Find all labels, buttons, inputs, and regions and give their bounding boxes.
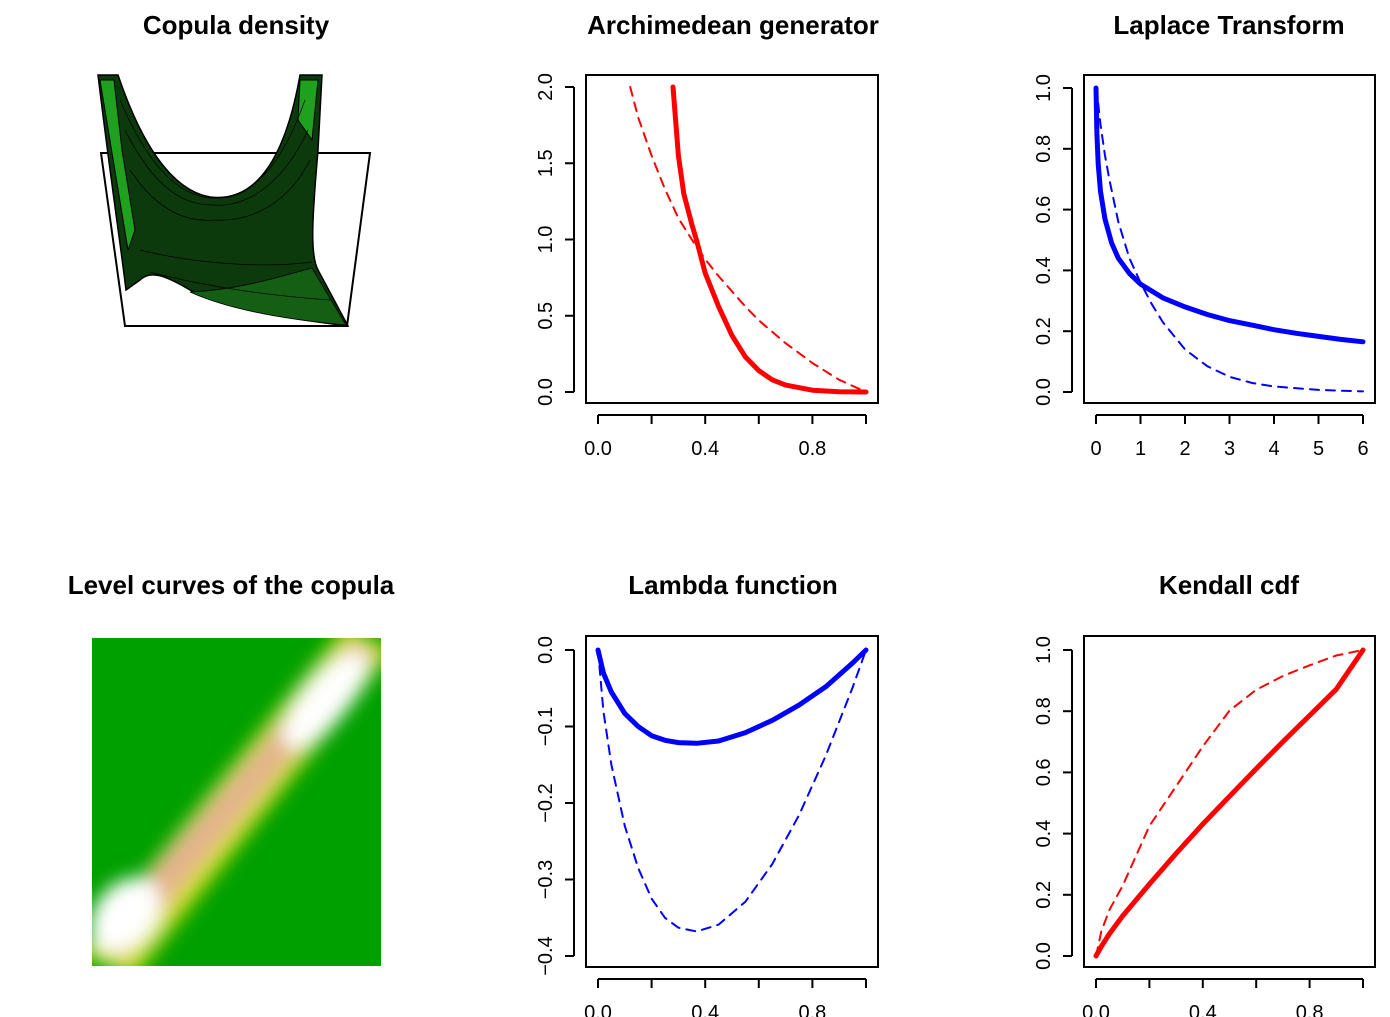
laplace-x-tick-label: 2 — [1179, 438, 1190, 460]
lambda-y-tick-label: −0.1 — [535, 707, 557, 746]
laplace-plot-frame — [1083, 74, 1376, 404]
kendall-x-tick-label: 0.4 — [1189, 1002, 1217, 1017]
surface-grid-lines — [119, 99, 331, 301]
generator-y-tick-label: 0.5 — [535, 302, 557, 330]
lambda-title: Lambda function — [628, 570, 837, 600]
copula-density-surface — [97, 74, 372, 327]
kendall-x-tick-label: 0.8 — [1296, 1002, 1324, 1017]
lambda-x-tick-label: 0.8 — [798, 1002, 826, 1017]
heatmap-peak-lower — [92, 877, 161, 953]
laplace-x-tick-label: 4 — [1268, 438, 1279, 460]
kendall-x-tick-label: 0.0 — [1082, 1002, 1110, 1017]
laplace-x-tick-label: 5 — [1313, 438, 1324, 460]
laplace-x-tick-label: 6 — [1357, 438, 1368, 460]
kendall-plot: Kendall cdf 0.0 0.4 0.8 0.0 0.2 0.4 0.6 0.8 1.0 — [1033, 570, 1376, 1017]
generator-y-tick-label: 2.0 — [535, 73, 557, 101]
laplace-y-tick-label: 0.6 — [1033, 196, 1055, 224]
generator-y-tick-label: 1.5 — [535, 149, 557, 177]
laplace-x-tick-label: 0 — [1090, 438, 1101, 460]
laplace-series-solid-line — [1093, 85, 1366, 345]
kendall-y-tick-label: 0.4 — [1033, 820, 1055, 848]
level-curves-title: Level curves of the copula — [68, 570, 395, 600]
heatmap-peak-upper — [282, 651, 368, 749]
lambda-series-dashed-line — [597, 649, 867, 933]
surface-lit-face-left — [99, 79, 136, 251]
lambda-y-tick-label: −0.2 — [535, 783, 557, 822]
copula-density-title: Copula density — [143, 10, 330, 40]
laplace-series-dashed-line — [1097, 102, 1364, 393]
lambda-x-tick-label: 0.4 — [691, 1002, 719, 1017]
kendall-y-tick-label: 0.6 — [1033, 758, 1055, 786]
kendall-y-tick-label: 1.0 — [1033, 636, 1055, 664]
lambda-plot: Lambda function 0.0 0.4 0.8 −0.4 −0.3 −0.2 −0.1… — [535, 570, 879, 1017]
kendall-y-tick-label: 0.8 — [1033, 697, 1055, 725]
level-curves-heatmap — [92, 638, 381, 966]
generator-x-tick-label: 0.0 — [584, 438, 612, 460]
kendall-title: Kendall cdf — [1159, 570, 1299, 600]
generator-y-tick-label: 1.0 — [535, 226, 557, 254]
kendall-series-solid-line — [1093, 647, 1366, 959]
lambda-y-tick-label: 0.0 — [535, 636, 557, 664]
lambda-y-tick-label: −0.3 — [535, 860, 557, 899]
laplace-y-tick-label: 0.4 — [1033, 256, 1055, 284]
laplace-y-tick-label: 1.0 — [1033, 74, 1055, 102]
surface-mesh — [97, 74, 350, 327]
laplace-x-tick-label: 1 — [1135, 438, 1146, 460]
kendall-y-tick-label: 0.0 — [1033, 942, 1055, 970]
generator-x-tick-label: 0.4 — [691, 438, 719, 460]
generator-series-solid-line — [670, 84, 869, 395]
generator-plot-frame — [585, 74, 879, 404]
lambda-plot-frame — [585, 635, 879, 968]
laplace-y-tick-label: 0.2 — [1033, 317, 1055, 345]
kendall-series-dashed-line — [1095, 649, 1364, 957]
laplace-x-tick-label: 3 — [1224, 438, 1235, 460]
lambda-y-tick-label: −0.4 — [535, 936, 557, 975]
generator-plot: Archimedean generator 0.0 0.4 0.8 0.0 0.5 1.0 1… — [535, 10, 879, 460]
lambda-series-solid-line — [595, 647, 869, 746]
generator-x-tick-label: 0.8 — [798, 438, 826, 460]
laplace-y-tick-label: 0.0 — [1033, 378, 1055, 406]
kendall-y-tick-label: 0.2 — [1033, 881, 1055, 909]
generator-y-tick-label: 0.0 — [535, 378, 557, 406]
generator-series-dashed-line — [629, 86, 867, 393]
kendall-plot-frame — [1083, 635, 1376, 968]
generator-title: Archimedean generator — [587, 10, 879, 40]
surface-lit-face-right — [297, 79, 319, 142]
laplace-title: Laplace Transform — [1113, 10, 1344, 40]
laplace-plot: Laplace Transform 0 1 2 3 4 5 6 0.0 0.2 0.4 0.6 0.8 1… — [1033, 10, 1376, 460]
level-curves-panel: Level curves of the copula — [68, 570, 395, 966]
lambda-x-tick-label: 0.0 — [584, 1002, 612, 1017]
laplace-y-tick-label: 0.8 — [1033, 135, 1055, 163]
copula-density-panel: Copula density — [97, 10, 372, 327]
